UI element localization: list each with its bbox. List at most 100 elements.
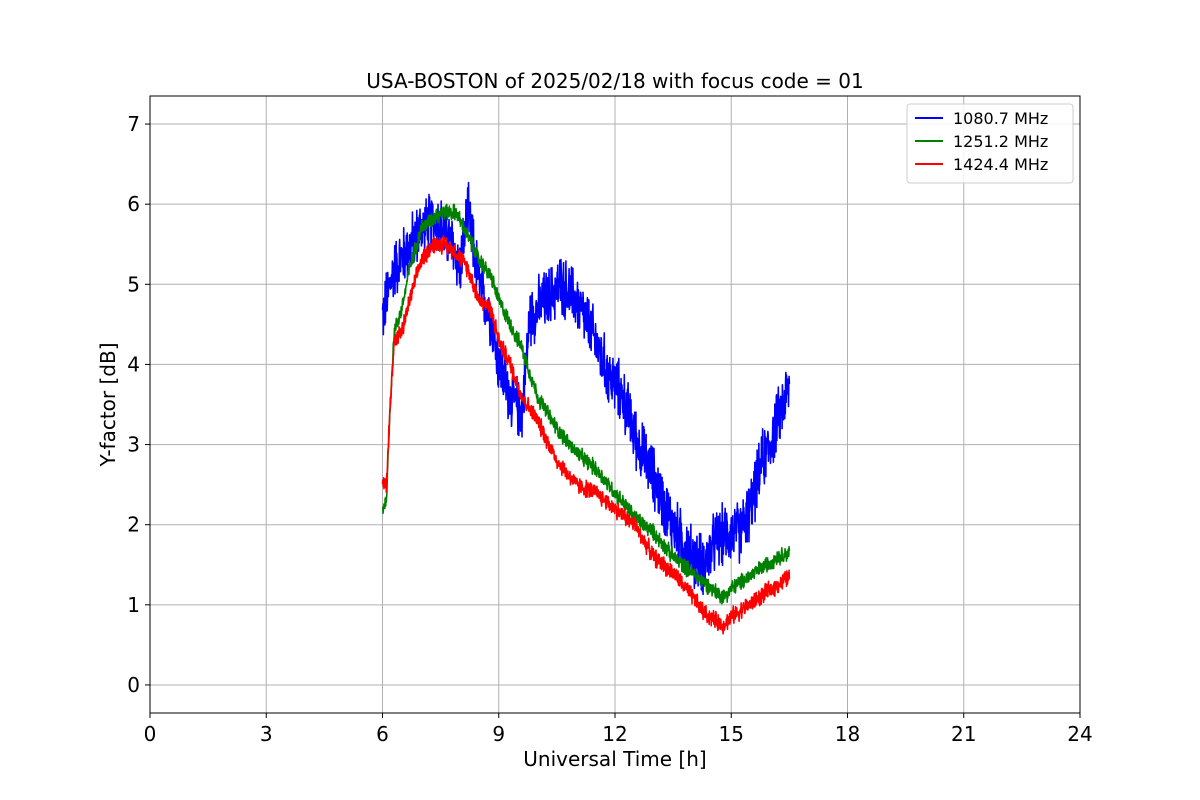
data-point: [536, 419, 538, 421]
data-point: [381, 483, 383, 485]
legend-box: [906, 103, 1074, 184]
data-point: [556, 459, 558, 461]
data-point: [467, 211, 469, 213]
data-point: [521, 395, 523, 397]
data-point: [490, 307, 492, 309]
data-point: [784, 395, 786, 397]
data-point: [742, 608, 744, 610]
series-line: [381, 181, 791, 596]
y-tick-label: 7: [127, 112, 140, 136]
data-point: [455, 211, 457, 213]
y-tick-label: 6: [127, 192, 140, 216]
data-point: [381, 507, 383, 509]
data-point: [451, 243, 453, 245]
data-point: [439, 211, 441, 213]
data-point: [653, 532, 655, 534]
data-point: [556, 427, 558, 429]
data-point: [715, 540, 717, 542]
data-point: [575, 483, 577, 485]
data-point: [753, 600, 755, 602]
legend-label: 1424.4 MHz: [953, 155, 1048, 174]
x-axis: 0 3 6 9 12 15 18 21 24: [144, 713, 1093, 746]
series-line: [381, 235, 791, 635]
data-point: [761, 459, 763, 461]
data-point: [742, 580, 744, 582]
legend-label: 1251.2 MHz: [953, 132, 1048, 151]
data-point: [691, 572, 693, 574]
data-point: [672, 572, 674, 574]
data-point: [594, 491, 596, 493]
data-point: [777, 584, 779, 586]
y-axis: 0 1 2 3 4 5 6 7: [127, 112, 150, 697]
x-tick-label: 12: [602, 722, 627, 746]
data-point: [765, 564, 767, 566]
data-point: [478, 299, 480, 301]
data-point: [637, 443, 639, 445]
x-tick-label: 6: [376, 722, 389, 746]
data-point: [614, 507, 616, 509]
data-point: [393, 331, 395, 333]
data-point: [622, 395, 624, 397]
data-point: [509, 363, 511, 365]
data-point: [672, 556, 674, 558]
data-point: [730, 616, 732, 618]
data-point: [664, 507, 666, 509]
data-point: [467, 235, 469, 237]
series-1080-7-mhz: [381, 181, 791, 596]
data-point: [490, 275, 492, 277]
data-point: [509, 323, 511, 325]
data-point: [401, 331, 403, 333]
data-point: [393, 339, 395, 341]
series-layer: [381, 181, 791, 635]
data-point: [521, 347, 523, 349]
data-point: [788, 387, 790, 389]
data-point: [711, 588, 713, 590]
data-point: [788, 576, 790, 578]
x-tick-label: 24: [1067, 722, 1092, 746]
data-point: [777, 419, 779, 421]
data-point: [633, 523, 635, 525]
series-1424-4-mhz: [381, 235, 791, 635]
data-point: [408, 299, 410, 301]
data-point: [420, 259, 422, 261]
data-point: [653, 475, 655, 477]
x-tick-label: 3: [260, 722, 273, 746]
data-point: [676, 532, 678, 534]
y-tick-label: 5: [127, 272, 140, 296]
data-point: [536, 395, 538, 397]
data-point: [408, 267, 410, 269]
data-point: [385, 299, 387, 301]
data-point: [738, 532, 740, 534]
data-point: [521, 411, 523, 413]
data-point: [560, 283, 562, 285]
y-tick-label: 0: [127, 673, 140, 697]
data-point: [769, 443, 771, 445]
data-point: [753, 572, 755, 574]
y-tick-label: 2: [127, 513, 140, 537]
data-point: [385, 483, 387, 485]
series-line: [381, 203, 791, 605]
y-tick-label: 3: [127, 433, 140, 457]
data-point: [730, 588, 732, 590]
data-point: [432, 243, 434, 245]
grid: [149, 96, 1081, 713]
data-point: [405, 251, 407, 253]
x-tick-label: 9: [492, 722, 505, 746]
data-point: [575, 451, 577, 453]
data-point: [606, 371, 608, 373]
data-point: [498, 363, 500, 365]
data-point: [594, 467, 596, 469]
data-point: [614, 491, 616, 493]
data-point: [722, 596, 724, 598]
data-point: [726, 532, 728, 534]
data-point: [401, 307, 403, 309]
data-point: [478, 259, 480, 261]
data-point: [498, 299, 500, 301]
data-point: [443, 243, 445, 245]
data-point: [509, 395, 511, 397]
data-point: [389, 403, 391, 405]
data-point: [467, 267, 469, 269]
data-point: [498, 339, 500, 341]
data-point: [653, 556, 655, 558]
